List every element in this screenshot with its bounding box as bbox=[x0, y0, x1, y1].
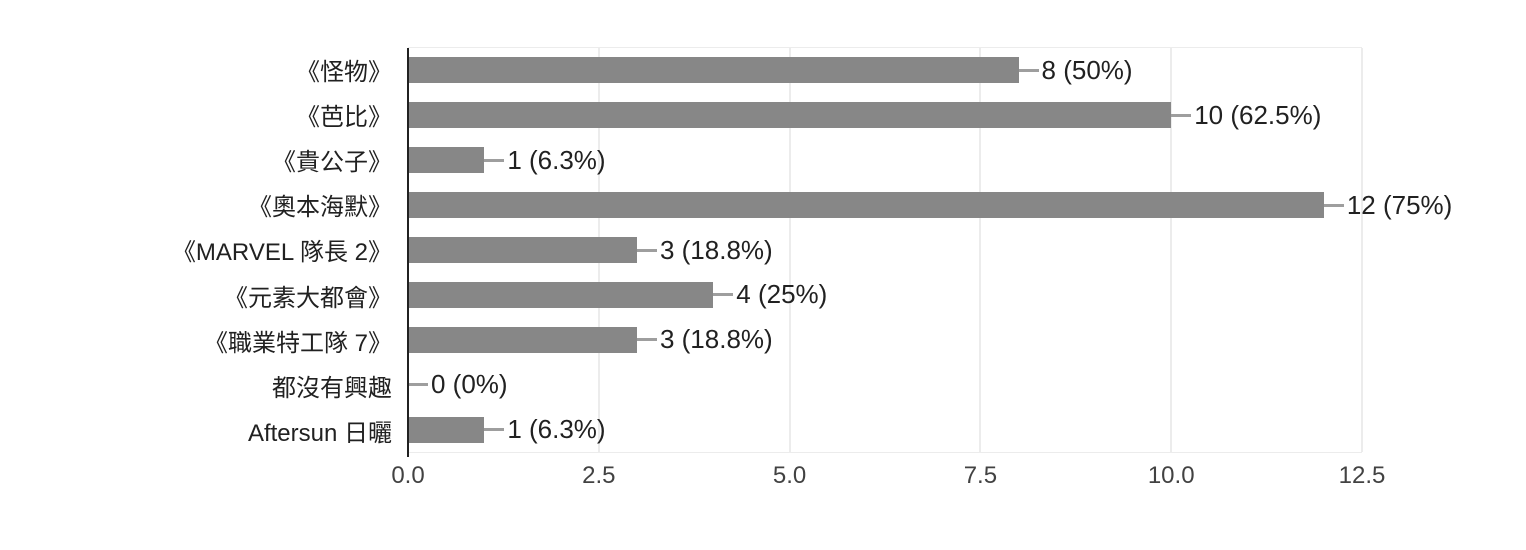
bar bbox=[408, 102, 1172, 129]
gridline bbox=[979, 48, 982, 452]
bar-connector-line bbox=[636, 248, 657, 252]
chart-row: 8 (50%) bbox=[408, 48, 1362, 93]
bar bbox=[408, 237, 637, 263]
category-label: 《奧本海默》 bbox=[248, 194, 392, 222]
x-tick-label: 12.5 bbox=[1338, 462, 1386, 489]
chart-row: 3 (18.8%) bbox=[408, 317, 1362, 362]
chart-row: 4 (25%) bbox=[408, 272, 1362, 317]
x-tick-label: 5.0 bbox=[772, 462, 807, 489]
chart-row: 0 (0%) bbox=[408, 362, 1362, 407]
chart-rows: 8 (50%) 10 (62.5%) 1 (6.3%) 12 (75%) 3 (18.8… bbox=[408, 48, 1452, 452]
bar bbox=[408, 326, 637, 353]
bar-connector-line bbox=[713, 293, 734, 297]
chart-row: 12 (75%) bbox=[408, 183, 1452, 228]
bar bbox=[408, 281, 714, 308]
bar-value-label: 12 (75%) bbox=[1346, 189, 1453, 220]
bar bbox=[408, 147, 485, 174]
category-labels: 《怪物》《芭比》《貴公子》《奧本海默》《MARVEL 隊長 2》《元素大都會》《… bbox=[0, 47, 392, 453]
bar-connector-line bbox=[484, 158, 505, 162]
gridline bbox=[788, 48, 791, 452]
bar-connector-line bbox=[484, 428, 505, 432]
bar-value-label: 3 (18.8%) bbox=[659, 234, 773, 265]
x-axis-labels: 0.0 2.5 5.0 7.5 10.0 12.5 bbox=[391, 462, 1385, 496]
gridline bbox=[1170, 48, 1173, 452]
bar-value-label: 10 (62.5%) bbox=[1194, 99, 1322, 130]
bar bbox=[408, 57, 1019, 84]
bar-value-label: 1 (6.3%) bbox=[507, 414, 606, 445]
bar-connector-line bbox=[1018, 68, 1039, 72]
bar-connector-line bbox=[1171, 113, 1192, 117]
gridline bbox=[1361, 48, 1363, 452]
chart-row: 1 (6.3%) bbox=[408, 407, 1362, 452]
x-tick-label: 10.0 bbox=[1147, 462, 1195, 489]
category-label: 都沒有興趣 bbox=[272, 374, 392, 402]
x-tick-label: 7.5 bbox=[963, 462, 998, 489]
bar bbox=[408, 192, 1324, 219]
plot-area: 8 (50%) 10 (62.5%) 1 (6.3%) 12 (75%) 3 (18.8… bbox=[407, 47, 1452, 457]
category-label: 《芭比》 bbox=[296, 104, 392, 132]
category-label: 《元素大都會》 bbox=[224, 284, 392, 312]
bar-connector-line bbox=[1323, 203, 1344, 207]
y-axis-line bbox=[407, 48, 409, 457]
bar-connector-line bbox=[636, 338, 657, 342]
bar bbox=[408, 416, 485, 443]
x-tick-label: 2.5 bbox=[582, 462, 616, 489]
category-label: 《MARVEL 隊長 2》 bbox=[171, 239, 392, 267]
x-tick-label: 0.0 bbox=[391, 462, 425, 489]
bar-value-label: 8 (50%) bbox=[1041, 54, 1133, 85]
bar-value-label: 1 (6.3%) bbox=[507, 144, 606, 175]
chart-row: 10 (62.5%) bbox=[408, 93, 1362, 138]
bar-value-label: 0 (0%) bbox=[431, 369, 508, 400]
category-label: 《貴公子》 bbox=[272, 149, 392, 177]
bar-value-label: 3 (18.8%) bbox=[659, 324, 773, 355]
category-label: 《怪物》 bbox=[296, 59, 392, 87]
chart-row: 1 (6.3%) bbox=[408, 138, 1362, 183]
bar-value-label: 4 (25%) bbox=[736, 279, 828, 310]
bar-connector-line bbox=[408, 383, 428, 387]
chart-row: 3 (18.8%) bbox=[408, 228, 1362, 273]
category-label: Aftersun 日曬 bbox=[247, 419, 392, 447]
category-label: 《職業特工隊 7》 bbox=[203, 329, 392, 357]
